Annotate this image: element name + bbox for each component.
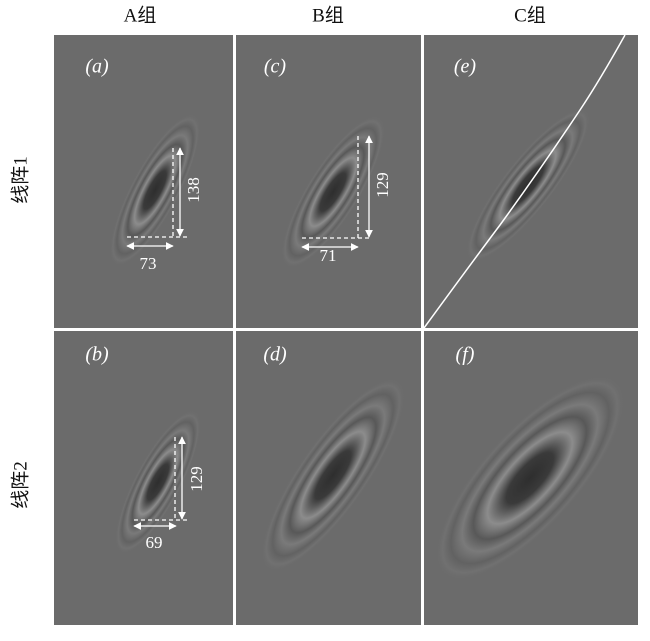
panel-grid xyxy=(54,34,638,625)
panel-label: (f) xyxy=(456,344,475,366)
height-label: 129 xyxy=(187,466,206,492)
column-header: A组 xyxy=(124,4,157,26)
width-label: 69 xyxy=(146,533,163,552)
curve xyxy=(423,34,626,329)
height-label: 138 xyxy=(184,177,203,203)
panel-label: (a) xyxy=(85,56,109,78)
row-label: 线阵2 xyxy=(9,461,31,509)
height-label: 129 xyxy=(373,172,392,198)
row-label: 线阵1 xyxy=(9,156,31,204)
panel-label: (d) xyxy=(263,344,287,366)
beam-pattern xyxy=(281,116,385,268)
width-label: 71 xyxy=(320,246,337,265)
panel-label: (c) xyxy=(264,56,287,78)
column-header: B组 xyxy=(312,4,344,26)
panel-label: (b) xyxy=(85,344,109,366)
beam-pattern xyxy=(435,376,625,580)
width-label: 73 xyxy=(140,254,157,273)
column-header: C组 xyxy=(514,4,546,26)
measurements xyxy=(126,135,373,530)
beam-pattern xyxy=(261,378,405,572)
panel-label: (e) xyxy=(454,56,477,78)
